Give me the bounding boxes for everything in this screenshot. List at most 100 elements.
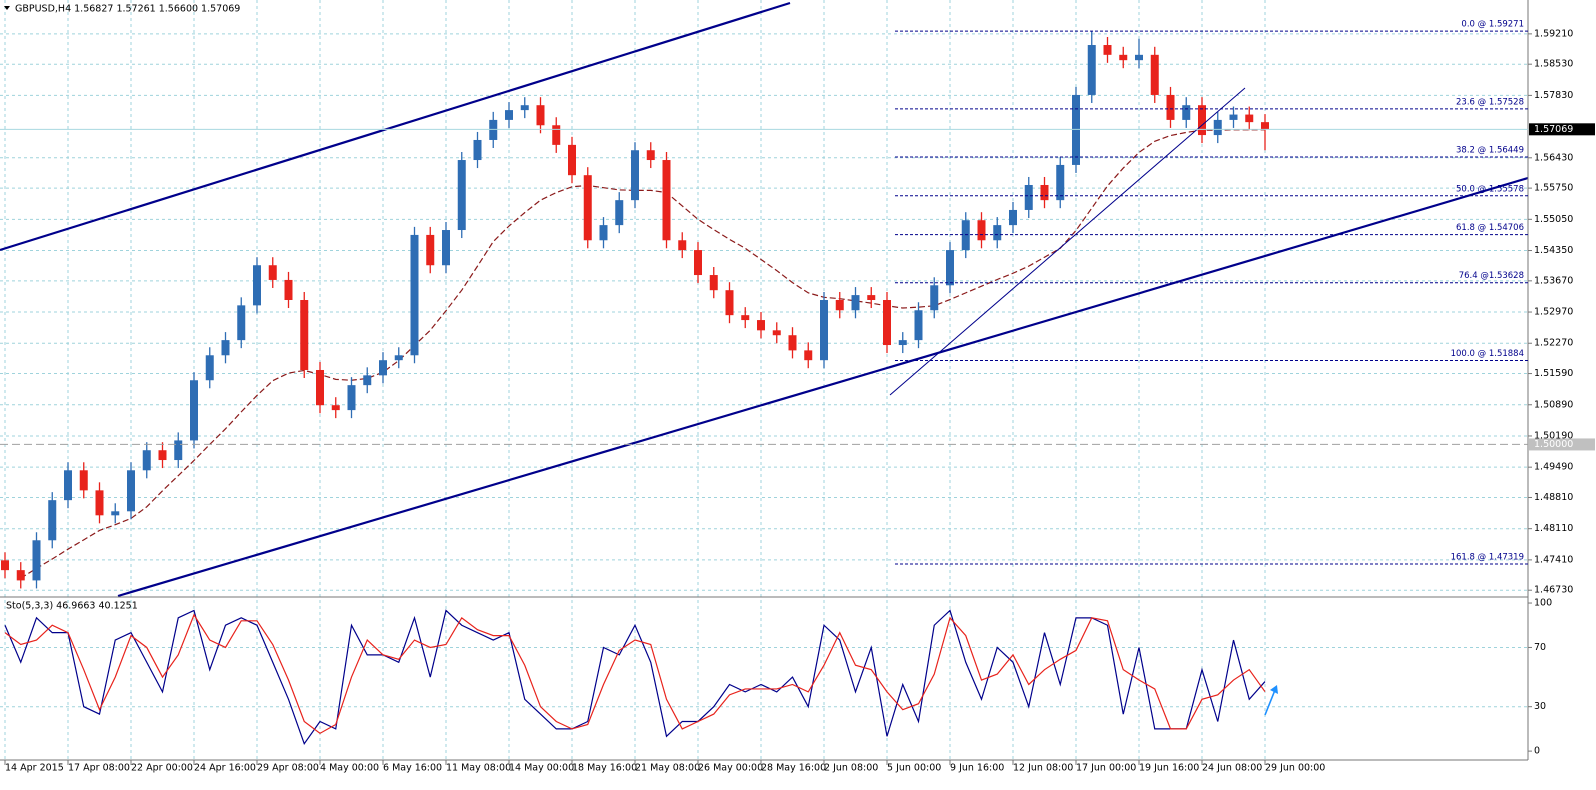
channel-top xyxy=(0,1,791,252)
x-tick-label: 12 Jun 08:00 xyxy=(1013,763,1073,774)
fib-label: 0.0 @ 1.59271 xyxy=(1461,20,1524,30)
x-tick-label: 22 Apr 00:00 xyxy=(131,763,193,774)
candle-body xyxy=(725,290,734,316)
candle-body xyxy=(709,275,718,291)
candle-body xyxy=(505,110,513,120)
x-tick-label: 26 May 00:00 xyxy=(698,763,763,774)
level-label: 1.50000 xyxy=(1534,439,1573,450)
candle-body xyxy=(426,234,435,266)
candle-body xyxy=(520,105,529,111)
arrow xyxy=(1264,689,1276,716)
candle-body xyxy=(757,320,765,331)
candle-body xyxy=(95,490,104,516)
y-tick-label: 1.51590 xyxy=(1534,368,1573,379)
candle-body xyxy=(363,375,372,386)
x-tick-label: 6 May 16:00 xyxy=(383,763,442,774)
candle-body xyxy=(284,279,293,301)
candle-body xyxy=(142,450,151,471)
candle-body xyxy=(772,330,781,336)
x-tick-label: 11 May 08:00 xyxy=(446,763,511,774)
candle-body xyxy=(442,230,450,266)
candle-body xyxy=(1213,119,1222,136)
x-tick-label: 2 Jun 08:00 xyxy=(824,763,878,774)
current-price-label: 1.57069 xyxy=(1534,124,1573,135)
candle-body xyxy=(536,105,545,126)
x-tick-label: 21 May 08:00 xyxy=(635,763,700,774)
y-tick-label: 1.46730 xyxy=(1534,585,1573,596)
fib-label: 38.2 @ 1.56449 xyxy=(1456,145,1524,155)
x-tick-label: 4 May 00:00 xyxy=(320,763,379,774)
candle-body xyxy=(127,470,135,512)
candle-body xyxy=(347,385,356,411)
candle-body xyxy=(804,350,813,361)
candle-body xyxy=(883,300,891,346)
candle-body xyxy=(694,250,702,276)
candle-body xyxy=(1150,54,1159,95)
y-tick-label: 1.47410 xyxy=(1534,554,1573,565)
candle-body xyxy=(914,310,923,341)
candle-body xyxy=(1119,54,1128,61)
x-tick-label: 29 Jun 00:00 xyxy=(1265,763,1325,774)
candle-body xyxy=(741,315,750,321)
x-tick-label: 19 Jun 16:00 xyxy=(1139,763,1199,774)
candle-body xyxy=(158,450,167,461)
candle-body xyxy=(583,175,592,241)
stochastic-label: Sto(5,3,3) 46.9663 40.1251 xyxy=(6,601,138,612)
candle-body xyxy=(111,511,120,516)
candle-body xyxy=(552,125,561,145)
candle-body xyxy=(1056,164,1065,201)
candle-body xyxy=(898,340,907,346)
y-tick-label: 1.55050 xyxy=(1534,214,1573,225)
candle-body xyxy=(16,570,25,581)
y-tick-label: 1.53670 xyxy=(1534,275,1573,286)
y-tick-label: 1.56430 xyxy=(1534,152,1573,163)
candle-body xyxy=(788,335,797,351)
candle-body xyxy=(379,360,387,376)
x-tick-label: 17 Apr 08:00 xyxy=(68,763,130,774)
y-tick-label: 0 xyxy=(1534,746,1540,757)
current-price-box xyxy=(1529,123,1595,136)
candle-body xyxy=(930,285,939,311)
candle-body xyxy=(1103,45,1112,55)
y-tick-label: 1.57830 xyxy=(1534,90,1573,101)
candle-body xyxy=(946,250,954,286)
channel-bottom xyxy=(117,176,1529,598)
candle-body xyxy=(205,355,214,381)
y-tick-label: 70 xyxy=(1534,642,1546,653)
candle-body xyxy=(646,150,655,161)
candle-body xyxy=(237,305,246,341)
fib-label: 50.0 @ 1.55578 xyxy=(1456,184,1524,194)
moving-average xyxy=(20,129,1265,579)
candle-body xyxy=(1,560,9,571)
candle-body xyxy=(79,470,88,491)
arrow-head xyxy=(1270,685,1278,694)
candle-body xyxy=(1245,114,1254,123)
y-tick-label: 1.52270 xyxy=(1534,338,1573,349)
candle-body xyxy=(394,355,403,361)
grid xyxy=(0,0,1528,760)
y-tick-label: 1.52970 xyxy=(1534,307,1573,318)
candle-body xyxy=(410,234,419,356)
x-tick-label: 17 Jun 00:00 xyxy=(1076,763,1136,774)
candle-body xyxy=(1198,105,1206,136)
y-tick-label: 1.58530 xyxy=(1534,59,1573,70)
trend-line xyxy=(889,87,1246,396)
y-tick-label: 1.48110 xyxy=(1534,523,1573,534)
y-tick-label: 1.55750 xyxy=(1534,183,1573,194)
candle-body xyxy=(331,405,340,411)
candle-body xyxy=(1166,94,1175,120)
candle-body xyxy=(64,470,72,501)
fib-label: 61.8 @ 1.54706 xyxy=(1456,223,1524,233)
x-tick-label: 18 May 16:00 xyxy=(572,763,637,774)
candle-body xyxy=(1040,184,1049,201)
y-tick-label: 1.50190 xyxy=(1534,430,1573,441)
candle-body xyxy=(1135,54,1143,61)
fib-label: 76.4 @1.53628 xyxy=(1459,271,1524,281)
candle-body xyxy=(1009,209,1017,226)
candle-body xyxy=(1182,105,1191,120)
candle-body xyxy=(174,440,183,461)
candle-body xyxy=(300,300,309,370)
candle-body xyxy=(473,139,482,161)
candle-body xyxy=(253,265,261,306)
candle-body xyxy=(1072,94,1080,165)
